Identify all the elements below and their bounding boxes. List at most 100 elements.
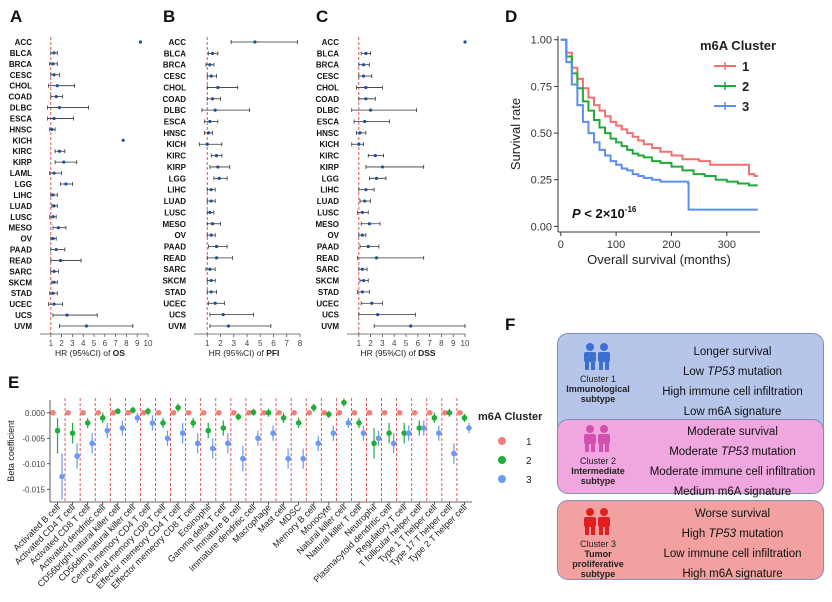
km-ytick-label: 0.00 <box>531 221 552 233</box>
forest-os-xtick-label: 3 <box>70 339 75 348</box>
beta-point-cluster-1 <box>200 409 207 416</box>
forest-os-hr-point <box>84 324 89 328</box>
beta-point-cluster-3 <box>466 425 472 431</box>
km-ytick-label: 1.00 <box>531 35 552 47</box>
forest-dss-hr-point <box>374 256 379 260</box>
forest-os-hr-point <box>57 149 62 153</box>
beta-point-cluster-2 <box>310 404 317 411</box>
km-xtick-label: 100 <box>607 239 625 251</box>
beta-legend-label: 2 <box>526 456 532 467</box>
forest-pfi-hr-point <box>206 131 211 135</box>
forest-plot-os: 1 2 3 4 5 6 7 8 9 10 ACC BLCA BRCA CESC CHOL COAD DLBCES… <box>8 37 153 348</box>
forest-dss-hr-point <box>374 176 379 180</box>
beta-point-cluster-2 <box>401 430 407 436</box>
forest-dss-xtick-label: 6 <box>416 339 421 348</box>
km-curve-cluster-2 <box>560 38 758 187</box>
forest-pfi-hr-point <box>209 233 213 237</box>
beta-point-cluster-1 <box>185 409 192 416</box>
forest-dss-row-label: OV <box>327 231 339 240</box>
forest-os-hr-point <box>51 291 55 295</box>
forest-dss-xtick-label: 10 <box>461 339 470 348</box>
cluster-subtype: Intermediate <box>571 466 625 476</box>
forest-pfi-xtick-label: 1 <box>205 339 210 348</box>
km-pvalue-annotation: P < 2×10-16 <box>572 205 637 221</box>
forest-pfi-xtick-label: 4 <box>245 339 250 348</box>
forest-pfi-row-label: LIHC <box>167 186 186 195</box>
forest-dss-row-label: DLBC <box>317 106 339 115</box>
beta-point-cluster-1 <box>366 409 373 416</box>
forest-dss-row-label: SKCM <box>315 277 339 286</box>
beta-point-cluster-1 <box>50 409 56 416</box>
forest-pfi-xtick-label: 2 <box>218 339 223 348</box>
beta-legend-label: 3 <box>526 475 532 486</box>
cluster-3-card: Cluster 3 Tumor proliferative subtype Worse… <box>557 500 824 580</box>
forest-dss-row-label: UVM <box>321 322 339 331</box>
forest-pfi-row-label: LUSC <box>164 208 186 217</box>
characteristic-line: High TP53 mutation <box>681 528 784 540</box>
km-legend-label: 1 <box>742 59 749 74</box>
km-ylabel: Survival rate <box>508 98 523 170</box>
characteristic-line: Medium m6A signature <box>673 486 792 498</box>
forest-pfi-row-label: UCS <box>169 311 187 320</box>
forest-pfi-hr-point <box>209 290 213 294</box>
beta-point-cluster-2 <box>220 425 227 431</box>
forest-os-hr-point <box>51 193 55 197</box>
forest-os-row-label: LIHC <box>13 191 32 200</box>
beta-point-cluster-3 <box>104 427 111 434</box>
beta-legend-dot <box>498 437 506 445</box>
beta-ytick-label: -0.015 <box>22 485 45 494</box>
forest-os-hr-point <box>54 95 58 99</box>
beta-point-cluster-1 <box>291 409 297 416</box>
characteristic-line: Moderate immune cell infiltration <box>649 466 816 478</box>
forest-os-row-label: KIRP <box>13 158 33 167</box>
beta-point-cluster-2 <box>205 427 212 434</box>
forest-dss-row-label: LIHC <box>320 186 339 195</box>
forest-os-row-label: SARC <box>9 267 32 276</box>
beta-point-cluster-2 <box>295 420 302 426</box>
forest-dss-hr-point <box>409 324 413 328</box>
forest-pfi-xtick-label: 3 <box>232 339 237 348</box>
forest-dss-row-label: READ <box>316 254 339 263</box>
forest-dss-xtick-label: 2 <box>368 339 373 348</box>
forest-dss-hr-point <box>364 188 368 192</box>
forest-pfi-hr-point <box>209 199 213 203</box>
beta-point-cluster-1 <box>216 409 222 416</box>
forest-dss-hr-point <box>367 222 372 226</box>
beta-point-cluster-3 <box>345 420 352 426</box>
beta-point-cluster-1 <box>306 409 313 416</box>
forest-os-row-label: READ <box>9 256 32 265</box>
panel-label-b: B <box>163 7 175 26</box>
beta-point-cluster-2 <box>416 425 423 431</box>
forest-os-hr-point <box>55 84 59 88</box>
beta-point-cluster-1 <box>427 409 433 416</box>
km-xtick-label: 300 <box>718 239 736 251</box>
forest-dss-hr-point <box>364 51 368 55</box>
cluster-subtype-suffix: subtype <box>580 476 616 486</box>
beta-point-cluster-1 <box>396 409 403 416</box>
forest-os-row-label: UVM <box>14 322 32 331</box>
forest-dss-xtick-label: 1 <box>357 339 362 348</box>
forest-dss-xtick-label: 8 <box>439 339 444 348</box>
forest-xlabel-os: HR (95%CI) of OS <box>55 348 125 358</box>
forest-dss-xtick-label: 7 <box>427 339 432 348</box>
forest-os-hr-point <box>65 313 69 317</box>
forest-pfi-hr-point <box>216 85 220 90</box>
forest-dss-hr-point <box>361 278 366 283</box>
forest-pfi-hr-point <box>209 278 213 283</box>
forest-os-row-label: LGG <box>15 180 32 189</box>
beta-point-cluster-2 <box>160 420 166 426</box>
panel-label-e: E <box>8 373 19 392</box>
characteristic-line: Worse survival <box>694 508 771 520</box>
forest-os-row-label: LAML <box>10 169 32 178</box>
forest-os-row-label: KIRC <box>12 147 32 156</box>
beta-point-cluster-3 <box>149 420 156 426</box>
characteristic-line: Longer survival <box>693 346 772 358</box>
forest-pfi-row-label: SKCM <box>162 277 186 286</box>
forest-os-row-label: OV <box>20 235 32 244</box>
beta-point-cluster-3 <box>89 440 95 447</box>
forest-os-row-label: UCS <box>15 311 33 320</box>
km-ytick-label: 0.25 <box>531 175 552 187</box>
forest-dss-hr-point <box>364 85 368 90</box>
forest-dss-hr-point <box>373 154 377 158</box>
